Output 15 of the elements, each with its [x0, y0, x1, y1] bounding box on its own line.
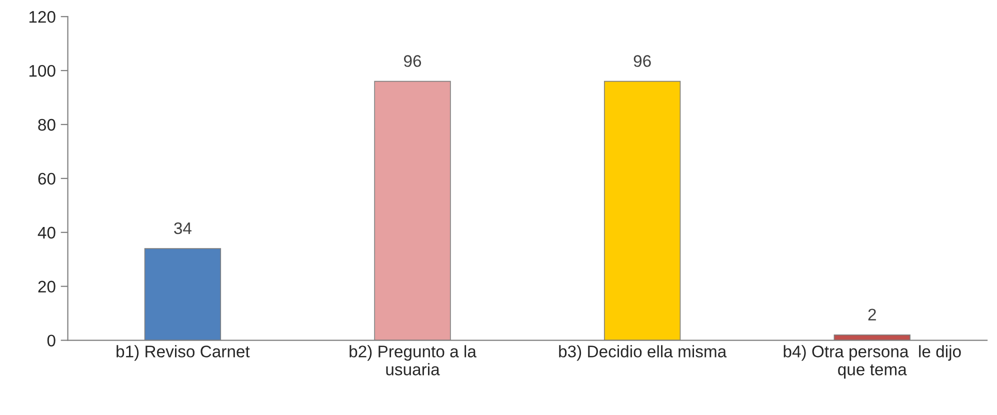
y-tick-label: 120 [29, 11, 56, 23]
data-label: 34 [174, 222, 192, 234]
x-tick-label: b2) Pregunto a la usuaria [350, 345, 476, 376]
x-tick-label: b4) Otra persona le dijo que tema [784, 345, 961, 379]
x-tick-label: b1) Reviso Carnet [116, 345, 250, 361]
y-tick-label: 100 [29, 64, 56, 77]
y-tick-label: 40 [38, 226, 56, 239]
x-tick-label: b3) Decidio ella misma [559, 345, 727, 361]
y-tick-label: 60 [38, 172, 56, 185]
y-tick-label: 20 [38, 280, 56, 293]
y-tick-label: 80 [38, 118, 56, 131]
data-label: 96 [634, 55, 651, 67]
y-tick-label: 0 [47, 334, 56, 347]
data-label: 96 [404, 55, 422, 67]
data-label: 2 [868, 308, 876, 320]
